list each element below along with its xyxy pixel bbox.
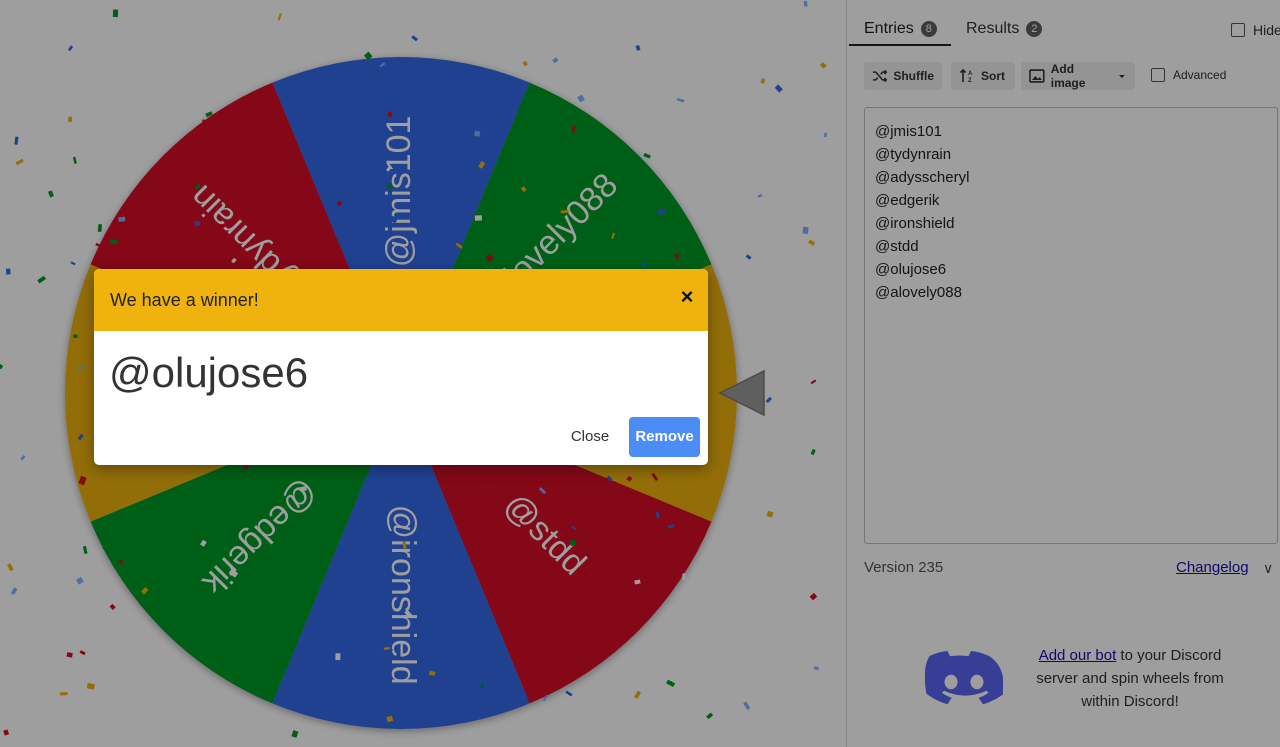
advanced-checkbox[interactable] bbox=[1151, 68, 1165, 82]
wheel-segment[interactable] bbox=[401, 393, 712, 704]
wheel-segment[interactable] bbox=[90, 393, 401, 704]
chevron-down-icon[interactable]: ∨ bbox=[1263, 560, 1274, 576]
hide-label: Hide bbox=[1253, 22, 1280, 38]
tab-entries[interactable]: Entries 8 bbox=[864, 12, 937, 46]
version-label: Version 235 bbox=[864, 559, 944, 576]
add-bot-link[interactable]: Add our bot bbox=[1038, 647, 1117, 664]
wheel-pointer bbox=[718, 369, 765, 417]
svg-text:Z: Z bbox=[968, 78, 972, 84]
hide-toggle[interactable]: Hide bbox=[1231, 22, 1280, 38]
add-image-button[interactable]: Add image bbox=[1021, 62, 1135, 90]
sort-label: Sort bbox=[981, 69, 1005, 83]
hide-checkbox[interactable] bbox=[1231, 23, 1245, 37]
tab-results-label: Results bbox=[966, 20, 1020, 37]
discord-promo: Add our bot to your Discord server and s… bbox=[1027, 644, 1233, 713]
entry-line: @jmis101 bbox=[875, 123, 942, 140]
shuffle-label: Shuffle bbox=[893, 69, 934, 83]
tab-entries-label: Entries bbox=[864, 20, 914, 37]
dialog-title: We have a winner! bbox=[110, 290, 259, 310]
close-icon[interactable]: × bbox=[680, 284, 694, 309]
close-button[interactable]: Close bbox=[570, 428, 610, 445]
wheel-segment-label: @ironshield bbox=[384, 505, 422, 685]
discord-promo-text: to your Discord server and spin wheels f… bbox=[1036, 647, 1224, 710]
entries-textarea[interactable]: @jmis101 @tydynrain @adysscheryl @edgeri… bbox=[864, 107, 1278, 544]
shuffle-icon bbox=[872, 69, 888, 83]
wheel-segment[interactable] bbox=[272, 393, 530, 729]
entry-line: @olujose6 bbox=[875, 261, 947, 278]
discord-icon bbox=[925, 651, 1003, 705]
entry-line: @adysscheryl bbox=[875, 169, 970, 186]
tab-results[interactable]: Results 2 bbox=[966, 12, 1043, 46]
entry-line: @stdd bbox=[875, 238, 919, 255]
active-tab-indicator bbox=[849, 44, 951, 46]
caret-down-icon bbox=[1119, 75, 1126, 78]
image-icon bbox=[1029, 69, 1045, 83]
advanced-label: Advanced bbox=[1173, 68, 1227, 82]
shuffle-button[interactable]: Shuffle bbox=[864, 62, 942, 90]
entry-line: @tydynrain bbox=[875, 146, 952, 163]
side-panel: Entries 8 Results 2 Hide Shuffle A Z Sor… bbox=[846, 0, 1280, 747]
changelog-link[interactable]: Changelog bbox=[1176, 559, 1249, 576]
add-image-label: Add image bbox=[1050, 62, 1086, 90]
dialog-header: We have a winner! × bbox=[94, 269, 708, 331]
remove-button[interactable]: Remove bbox=[629, 417, 700, 457]
entry-line: @ironshield bbox=[875, 215, 955, 232]
advanced-toggle[interactable]: Advanced bbox=[1151, 68, 1226, 82]
entry-line: @alovely088 bbox=[875, 284, 962, 301]
winner-name: @olujose6 bbox=[109, 349, 309, 396]
svg-text:A: A bbox=[968, 71, 973, 77]
wheel-segment[interactable] bbox=[272, 57, 530, 393]
entries-count-badge: 8 bbox=[920, 21, 937, 37]
sort-icon: A Z bbox=[959, 68, 973, 84]
sort-button[interactable]: A Z Sort bbox=[951, 62, 1015, 90]
winner-dialog: We have a winner! × @olujose6 Close Remo… bbox=[94, 269, 708, 465]
results-count-badge: 2 bbox=[1026, 21, 1043, 37]
wheel-segment-label: @jmis101 bbox=[380, 116, 418, 268]
entry-line: @edgerik bbox=[875, 192, 940, 209]
